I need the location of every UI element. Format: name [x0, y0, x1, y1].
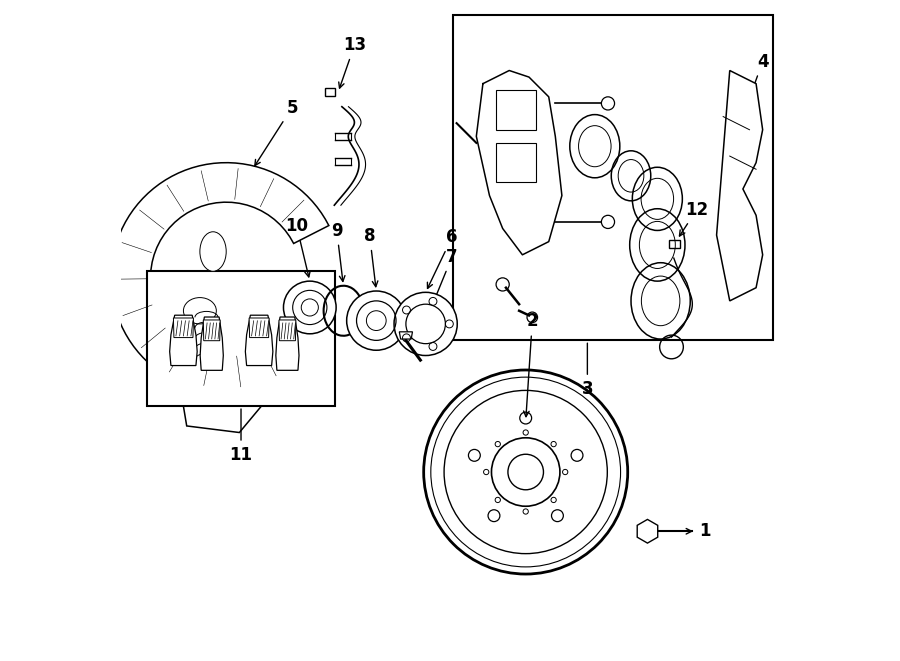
Text: 3: 3	[581, 343, 593, 398]
Circle shape	[394, 292, 457, 356]
Polygon shape	[249, 318, 269, 338]
Polygon shape	[203, 320, 220, 340]
Polygon shape	[170, 315, 197, 366]
Polygon shape	[180, 347, 273, 432]
Polygon shape	[400, 332, 412, 339]
Text: 9: 9	[331, 221, 345, 282]
Text: 6: 6	[428, 228, 458, 288]
Text: 7: 7	[415, 248, 458, 346]
Polygon shape	[325, 89, 336, 96]
Polygon shape	[716, 71, 762, 301]
Polygon shape	[246, 315, 273, 366]
Ellipse shape	[200, 232, 226, 271]
Polygon shape	[279, 320, 296, 340]
Text: 8: 8	[364, 227, 378, 287]
Polygon shape	[670, 240, 680, 249]
Text: 12: 12	[680, 200, 708, 236]
Bar	[496, 143, 536, 182]
Text: 10: 10	[285, 217, 310, 277]
Bar	[148, 271, 335, 407]
Polygon shape	[200, 317, 223, 370]
Text: 11: 11	[230, 409, 253, 463]
Circle shape	[346, 291, 406, 350]
Polygon shape	[275, 317, 299, 370]
Text: 2: 2	[524, 313, 538, 416]
Text: 5: 5	[255, 98, 298, 166]
Bar	[454, 15, 772, 340]
Text: 1: 1	[662, 522, 710, 540]
Ellipse shape	[184, 297, 216, 324]
Polygon shape	[174, 318, 194, 338]
Circle shape	[284, 281, 336, 334]
Text: 13: 13	[338, 36, 366, 88]
Polygon shape	[637, 520, 658, 543]
Bar	[496, 91, 536, 130]
Text: 4: 4	[743, 52, 769, 112]
Polygon shape	[111, 163, 328, 393]
